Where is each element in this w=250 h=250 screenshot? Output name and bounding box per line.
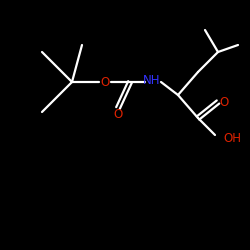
Text: O: O	[220, 96, 228, 108]
Text: O: O	[100, 76, 110, 88]
Text: OH: OH	[223, 132, 241, 144]
Text: NH: NH	[143, 74, 161, 86]
Text: O: O	[114, 108, 122, 122]
